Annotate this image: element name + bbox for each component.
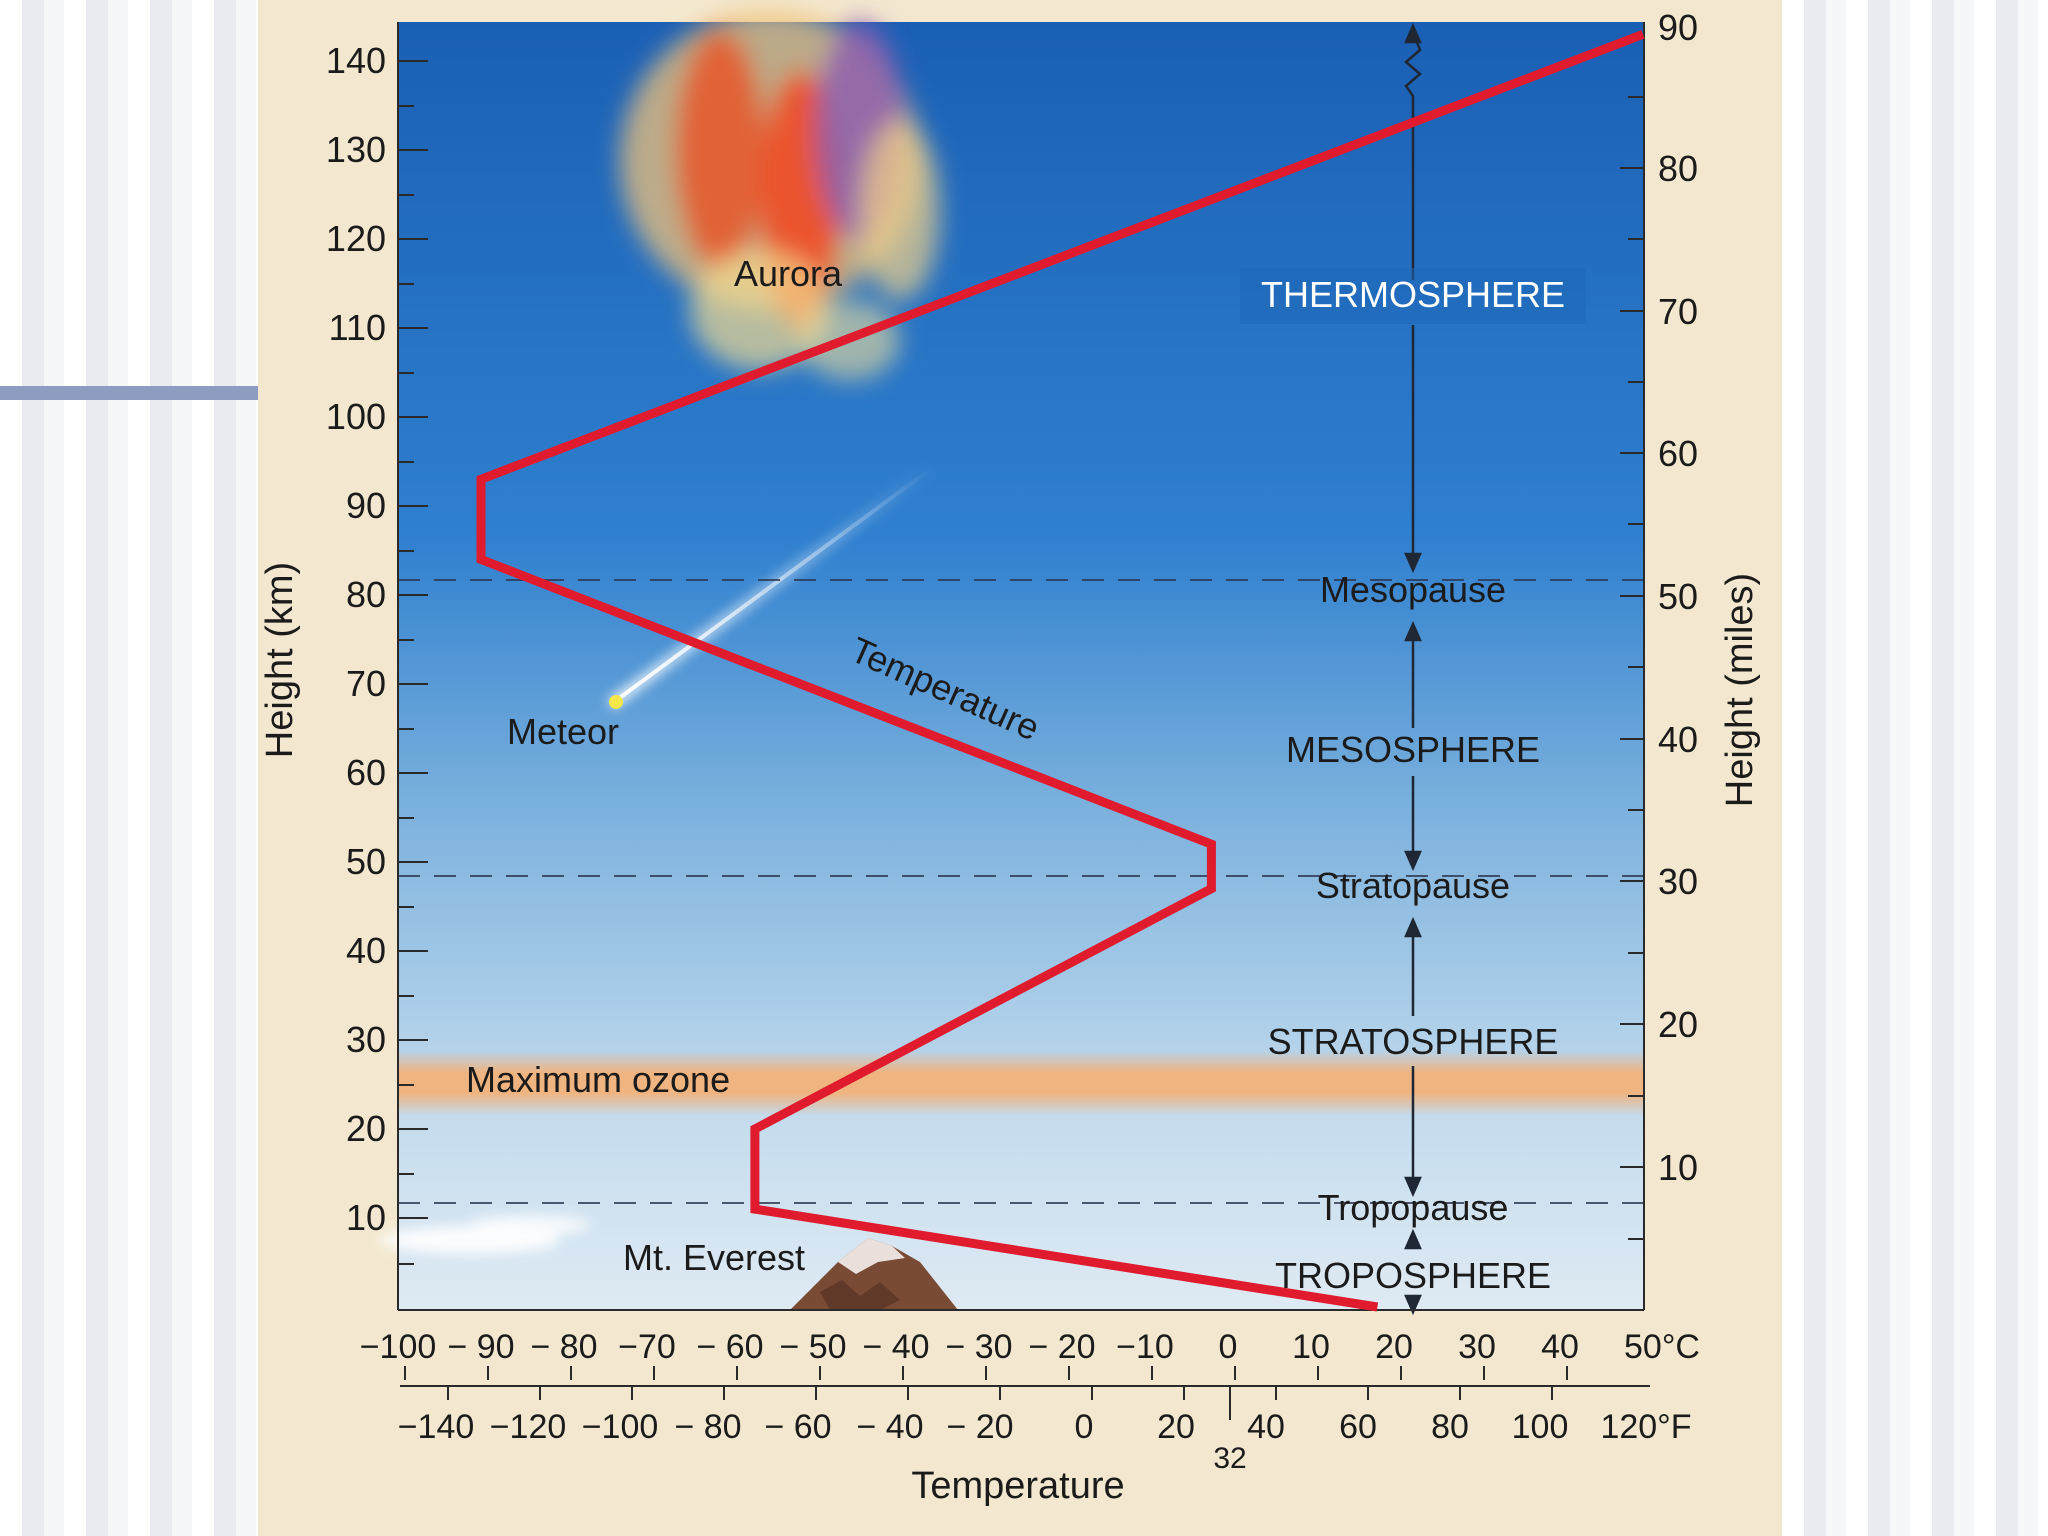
fahrenheit-tick-label: − 20: [946, 1408, 1013, 1446]
stratosphere-label: STRATOSPHERE: [1268, 1021, 1559, 1062]
right-axis-title: Height (miles): [1719, 573, 1761, 807]
temperature-curve: [476, 30, 1645, 1312]
miles-tick-label: 20: [1658, 1004, 1698, 1045]
stratopause-label: Stratopause: [1316, 865, 1510, 906]
miles-tick-label: 50: [1658, 576, 1698, 617]
left-axis-title: Height (km): [259, 562, 301, 758]
height-miles-axis: 10 20 30 40 50 60 70 80 90 Height (miles…: [1620, 7, 1761, 1240]
fahrenheit-tick-label: 80: [1431, 1408, 1469, 1446]
tropopause-label: Tropopause: [1318, 1187, 1509, 1228]
km-tick-label: 60: [346, 752, 386, 793]
right-stripe-background: [1782, 0, 2048, 1536]
mesopause-label: Mesopause: [1320, 569, 1506, 610]
miles-tick-label: 70: [1658, 291, 1698, 332]
miles-tick-label: 30: [1658, 861, 1698, 902]
fahrenheit-tick-label: − 80: [674, 1408, 741, 1446]
km-tick-label: 40: [346, 930, 386, 971]
miles-tick-label: 10: [1658, 1147, 1698, 1188]
meteor-illustration: [609, 463, 937, 709]
ozone-label: Maximum ozone: [466, 1059, 730, 1100]
km-tick-label: 30: [346, 1019, 386, 1060]
cloud-illustration: [380, 1215, 590, 1254]
height-km-axis: 10 20 30 40 50 60 70 80 90 100 110 120 1…: [259, 40, 428, 1265]
km-tick-label: 140: [326, 40, 386, 81]
troposphere-label: TROPOSPHERE: [1275, 1255, 1551, 1296]
x-axis-title: Temperature: [911, 1465, 1124, 1507]
celsius-tick-label: − 30: [945, 1328, 1012, 1366]
celsius-tick-label: 20: [1375, 1328, 1413, 1366]
km-tick-label: 10: [346, 1197, 386, 1238]
slide-accent-bar: [0, 386, 258, 400]
celsius-tick-label: −100: [360, 1328, 437, 1366]
celsius-axis: −100 − 90 − 80 −70 − 60 − 50 − 40 − 30 −…: [360, 1328, 1700, 1380]
km-tick-label: 80: [346, 574, 386, 615]
fahrenheit-tick-label: −140: [398, 1408, 475, 1446]
aurora-illustration: [620, 10, 940, 380]
fahrenheit-32-label: 32: [1213, 1442, 1246, 1475]
celsius-tick-label: − 80: [530, 1328, 597, 1366]
meteor-label: Meteor: [507, 711, 619, 752]
fahrenheit-tick-label: −100: [582, 1408, 659, 1446]
fahrenheit-axis: −140 −120 −100 − 80 − 60 − 40 − 20 0 20 …: [398, 1385, 1692, 1507]
miles-tick-label: 40: [1658, 719, 1698, 760]
fahrenheit-tick-label: 100: [1512, 1408, 1569, 1446]
celsius-tick-label: 50°C: [1624, 1328, 1700, 1366]
miles-tick-label: 90: [1658, 7, 1698, 48]
fahrenheit-tick-label: −120: [490, 1408, 567, 1446]
thermosphere-label: THERMOSPHERE: [1261, 274, 1565, 315]
celsius-tick-label: − 90: [447, 1328, 514, 1366]
fahrenheit-tick-label: − 60: [764, 1408, 831, 1446]
fahrenheit-tick-label: 0: [1075, 1408, 1094, 1446]
ozone-band: [398, 1050, 1644, 1116]
layer-arrows: [1404, 22, 1422, 1316]
celsius-tick-label: −10: [1116, 1328, 1174, 1366]
km-tick-label: 130: [326, 129, 386, 170]
celsius-tick-label: − 50: [779, 1328, 846, 1366]
fahrenheit-tick-label: 20: [1157, 1408, 1195, 1446]
celsius-tick-label: 40: [1541, 1328, 1579, 1366]
fahrenheit-tick-label: 60: [1339, 1408, 1377, 1446]
aurora-label: Aurora: [734, 253, 843, 294]
km-tick-label: 50: [346, 841, 386, 882]
miles-tick-label: 80: [1658, 148, 1698, 189]
miles-tick-label: 60: [1658, 433, 1698, 474]
everest-label: Mt. Everest: [623, 1237, 805, 1278]
km-tick-label: 70: [346, 663, 386, 704]
celsius-tick-label: −70: [618, 1328, 676, 1366]
celsius-tick-label: − 20: [1028, 1328, 1095, 1366]
celsius-tick-label: − 40: [862, 1328, 929, 1366]
fahrenheit-tick-label: 120°F: [1600, 1408, 1691, 1446]
km-tick-label: 100: [326, 396, 386, 437]
celsius-tick-label: 10: [1292, 1328, 1330, 1366]
celsius-tick-label: − 60: [696, 1328, 763, 1366]
km-tick-label: 90: [346, 485, 386, 526]
mesosphere-label: MESOSPHERE: [1286, 729, 1540, 770]
layer-labels: THERMOSPHERE Mesopause MESOSPHERE Strato…: [1240, 268, 1586, 1296]
fahrenheit-tick-label: 40: [1247, 1408, 1285, 1446]
km-tick-label: 110: [329, 307, 386, 348]
km-tick-label: 120: [326, 218, 386, 259]
km-tick-label: 20: [346, 1108, 386, 1149]
left-stripe-background: [0, 0, 258, 1536]
mount-everest-illustration: [790, 1238, 958, 1310]
celsius-tick-label: 30: [1458, 1328, 1496, 1366]
sky-background: [398, 22, 1644, 1310]
fahrenheit-tick-label: − 40: [856, 1408, 923, 1446]
celsius-tick-label: 0: [1219, 1328, 1238, 1366]
